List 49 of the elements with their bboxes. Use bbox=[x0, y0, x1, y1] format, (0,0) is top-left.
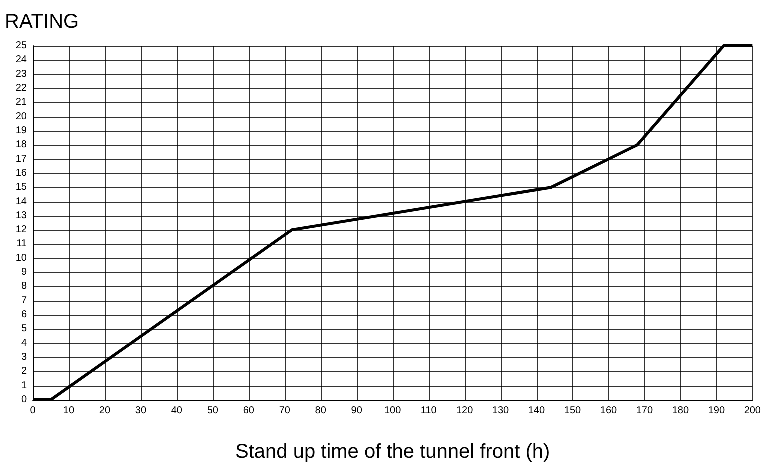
y-tick-label: 22 bbox=[16, 82, 28, 94]
x-tick-label: 40 bbox=[171, 406, 183, 416]
y-tick-label: 16 bbox=[16, 168, 28, 179]
y-tick-label: 10 bbox=[16, 252, 28, 264]
y-tick-label: 13 bbox=[16, 210, 28, 222]
x-tick-label: 140 bbox=[528, 406, 546, 416]
x-tick-label: 190 bbox=[708, 406, 726, 416]
y-tick-label: 6 bbox=[21, 310, 28, 321]
y-tick-label: 21 bbox=[16, 97, 28, 108]
y-tick-label: 15 bbox=[16, 182, 28, 194]
x-tick-label: 30 bbox=[135, 406, 147, 416]
y-tick-label: 23 bbox=[16, 68, 28, 80]
x-tick-label: 200 bbox=[744, 406, 762, 416]
x-tick-label: 20 bbox=[99, 406, 111, 416]
x-tick-label: 70 bbox=[279, 406, 291, 416]
x-tick-label: 10 bbox=[63, 406, 75, 416]
y-tick-label: 25 bbox=[16, 40, 28, 52]
y-tick-label: 0 bbox=[21, 394, 28, 406]
x-axis-title: Stand up time of the tunnel front (h) bbox=[236, 441, 550, 463]
y-tick-label: 19 bbox=[16, 125, 28, 136]
y-tick-label: 4 bbox=[21, 338, 28, 349]
x-tick-label: 80 bbox=[315, 406, 327, 416]
x-tick-label: 120 bbox=[456, 406, 474, 416]
y-tick-label: 11 bbox=[16, 238, 28, 250]
y-tick-label: 18 bbox=[16, 140, 28, 151]
x-tick-label: 150 bbox=[564, 406, 582, 416]
x-tick-label: 130 bbox=[492, 406, 510, 416]
y-tick-label: 5 bbox=[21, 324, 28, 335]
x-tick-label: 50 bbox=[207, 406, 219, 416]
y-tick-label: 12 bbox=[16, 224, 28, 236]
y-tick-label: 3 bbox=[21, 352, 28, 364]
y-tick-label: 20 bbox=[16, 111, 28, 122]
y-tick-label: 24 bbox=[16, 54, 28, 66]
y-tick-label: 17 bbox=[16, 154, 28, 165]
x-tick-label: 90 bbox=[351, 406, 363, 416]
x-tick-label: 0 bbox=[30, 406, 36, 416]
y-axis-title: RATING bbox=[5, 11, 80, 33]
x-tick-label: 110 bbox=[420, 406, 438, 416]
y-tick-label: 14 bbox=[16, 196, 28, 208]
y-tick-label: 2 bbox=[21, 366, 28, 378]
x-tick-label: 170 bbox=[636, 406, 654, 416]
y-tick-label: 7 bbox=[21, 295, 28, 306]
x-tick-label: 60 bbox=[243, 406, 255, 416]
x-tick-label: 100 bbox=[384, 406, 402, 416]
y-tick-label: 9 bbox=[21, 267, 28, 278]
y-tick-label: 1 bbox=[21, 380, 28, 392]
x-tick-label: 160 bbox=[600, 406, 618, 416]
y-tick-label: 8 bbox=[21, 281, 28, 292]
x-tick-label: 180 bbox=[672, 406, 690, 416]
